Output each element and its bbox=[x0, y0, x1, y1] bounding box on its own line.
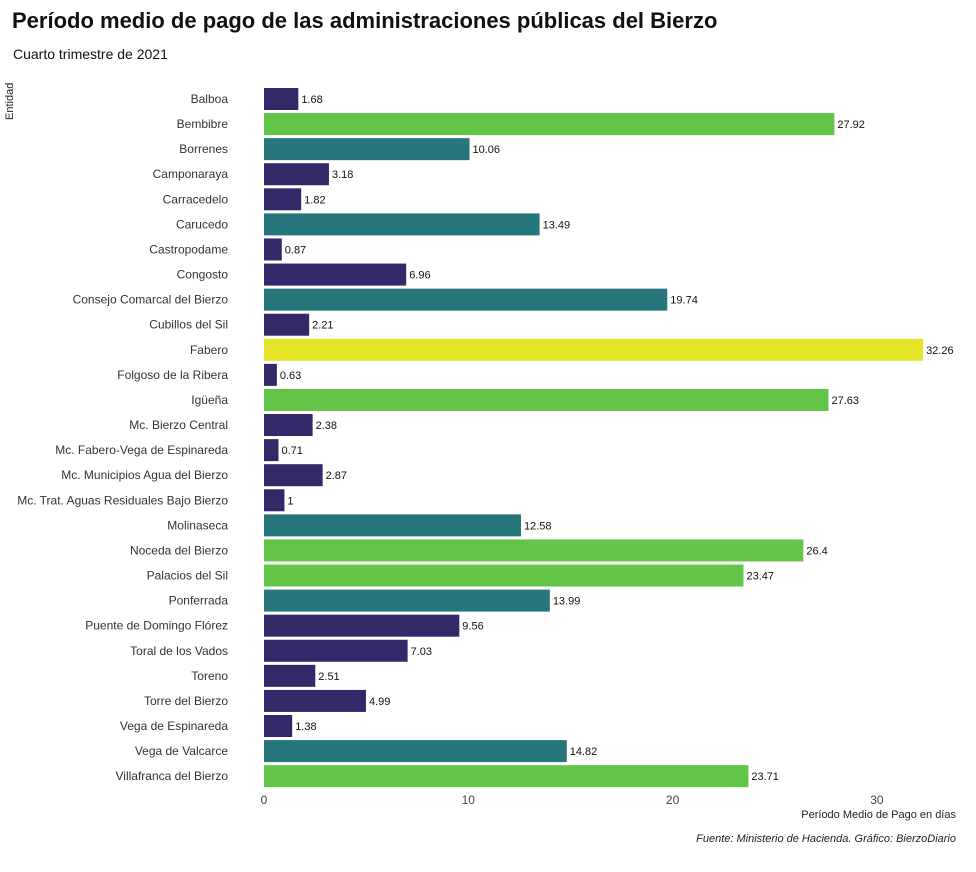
value-label: 10.06 bbox=[473, 144, 501, 156]
value-label: 2.38 bbox=[316, 420, 337, 432]
value-label: 14.82 bbox=[570, 746, 598, 758]
value-label: 2.51 bbox=[318, 671, 339, 683]
bar bbox=[264, 138, 470, 161]
x-tick-label: 10 bbox=[462, 793, 476, 807]
category-label: Balboa bbox=[191, 92, 229, 106]
value-label: 26.4 bbox=[806, 545, 827, 557]
category-label: Mc. Fabero-Vega de Espinareda bbox=[55, 443, 228, 457]
bar bbox=[264, 664, 316, 687]
category-label: Camponaraya bbox=[153, 167, 229, 181]
value-label: 2.87 bbox=[326, 470, 347, 482]
bar bbox=[264, 765, 749, 788]
category-label: Cubillos del Sil bbox=[149, 318, 228, 332]
value-label: 7.03 bbox=[411, 646, 432, 658]
bar bbox=[264, 464, 323, 487]
bar bbox=[264, 238, 282, 261]
bar bbox=[264, 715, 293, 737]
category-label: Molinaseca bbox=[167, 518, 228, 532]
bar bbox=[264, 614, 460, 637]
category-label: Toreno bbox=[191, 669, 228, 683]
value-label: 27.63 bbox=[831, 395, 859, 407]
bar bbox=[264, 388, 829, 411]
bar bbox=[264, 514, 522, 537]
category-label: Mc. Trat. Aguas Residuales Bajo Bierzo bbox=[17, 493, 228, 507]
value-label: 23.71 bbox=[751, 771, 779, 783]
category-label: Vega de Espinareda bbox=[120, 719, 228, 733]
value-label: 1.68 bbox=[301, 94, 322, 106]
value-label: 12.58 bbox=[524, 520, 552, 532]
bar bbox=[264, 539, 804, 562]
bar bbox=[264, 263, 407, 286]
value-label: 0.71 bbox=[282, 445, 303, 457]
bar bbox=[264, 338, 924, 361]
value-label: 13.49 bbox=[543, 219, 571, 231]
bar bbox=[264, 313, 310, 336]
value-label: 3.18 bbox=[332, 169, 353, 181]
bar bbox=[264, 113, 835, 136]
x-tick-label: 30 bbox=[870, 793, 884, 807]
category-label: Carracedelo bbox=[163, 192, 229, 206]
value-label: 0.87 bbox=[285, 244, 306, 256]
x-tick-label: 0 bbox=[261, 793, 268, 807]
bar bbox=[264, 439, 279, 462]
value-label: 32.26 bbox=[926, 345, 954, 357]
category-label: Puente de Domingo Flórez bbox=[85, 619, 228, 633]
category-label: Igüeña bbox=[191, 393, 228, 407]
category-label: Consejo Comarcal del Bierzo bbox=[73, 293, 229, 307]
category-label: Borrenes bbox=[179, 142, 228, 156]
category-label: Vega de Valcarce bbox=[135, 744, 229, 758]
bar bbox=[264, 639, 408, 662]
category-label: Bembibre bbox=[177, 117, 229, 131]
chart-title: Período medio de pago de las administrac… bbox=[12, 8, 718, 33]
bar bbox=[264, 213, 540, 236]
value-label: 4.99 bbox=[369, 696, 390, 708]
value-label: 23.47 bbox=[746, 571, 774, 583]
bar bbox=[264, 489, 285, 512]
value-label: 9.56 bbox=[462, 621, 483, 633]
category-label: Congosto bbox=[177, 268, 229, 282]
value-label: 13.99 bbox=[553, 596, 581, 608]
category-label: Palacios del Sil bbox=[147, 569, 228, 583]
bar bbox=[264, 88, 299, 110]
bar bbox=[264, 740, 567, 763]
bar bbox=[264, 163, 329, 186]
category-label: Mc. Municipios Agua del Bierzo bbox=[61, 468, 228, 482]
bar bbox=[264, 689, 366, 712]
category-label: Ponferrada bbox=[169, 594, 229, 608]
category-label: Mc. Bierzo Central bbox=[129, 418, 228, 432]
category-label: Villafranca del Bierzo bbox=[115, 769, 228, 783]
value-label: 1.38 bbox=[295, 721, 316, 733]
x-tick-label: 20 bbox=[666, 793, 680, 807]
category-label: Noceda del Bierzo bbox=[130, 543, 228, 557]
chart-caption: Fuente: Ministerio de Hacienda. Gráfico:… bbox=[696, 833, 956, 845]
category-label: Toral de los Vados bbox=[130, 644, 228, 658]
bar bbox=[264, 288, 668, 311]
category-label: Folgoso de la Ribera bbox=[117, 368, 228, 382]
bar bbox=[264, 363, 277, 386]
value-label: 1.82 bbox=[304, 194, 325, 206]
category-label: Fabero bbox=[190, 343, 228, 357]
chart-subtitle: Cuarto trimestre de 2021 bbox=[13, 46, 168, 62]
category-label: Castropodame bbox=[149, 242, 228, 256]
value-label: 0.63 bbox=[280, 370, 301, 382]
category-label: Torre del Bierzo bbox=[144, 694, 228, 708]
value-label: 2.21 bbox=[312, 320, 333, 332]
bar bbox=[264, 414, 313, 437]
bar bbox=[264, 589, 550, 612]
category-label: Carucedo bbox=[176, 217, 228, 231]
x-axis-label: Período Medio de Pago en días bbox=[801, 809, 956, 821]
value-label: 1 bbox=[287, 495, 293, 507]
value-label: 6.96 bbox=[409, 270, 430, 282]
bar bbox=[264, 188, 302, 211]
value-label: 27.92 bbox=[837, 119, 865, 131]
bar bbox=[264, 564, 744, 587]
value-label: 19.74 bbox=[670, 295, 698, 307]
